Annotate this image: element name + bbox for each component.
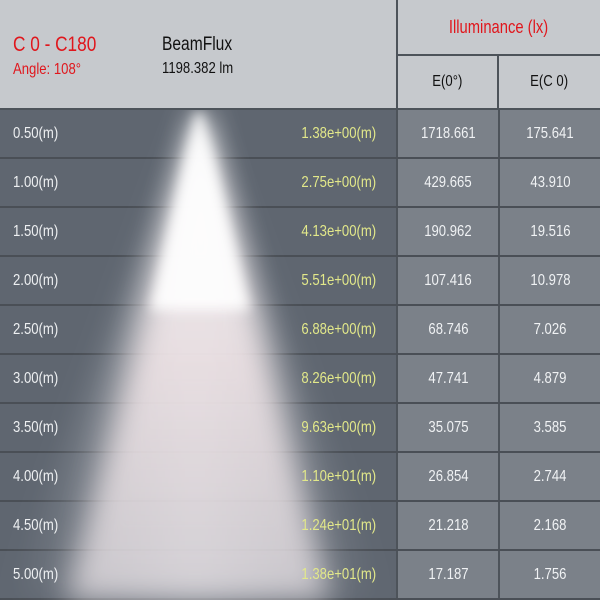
distance-label: 5.00(m) bbox=[13, 565, 59, 583]
distance-label: 3.00(m) bbox=[13, 369, 59, 387]
illuminance-e0-cell: 21.218 bbox=[396, 502, 498, 549]
illuminance-ec0-cell: 1.756 bbox=[498, 551, 600, 598]
row-text: 2.50(m) 6.88e+00(m) bbox=[0, 306, 396, 355]
beam-angle-label: Angle: 108° bbox=[13, 61, 81, 78]
table-row: 17.187 1.756 bbox=[0, 551, 600, 600]
row-text: 0.50(m) 1.38e+00(m) bbox=[0, 110, 396, 159]
c-plane-label: C 0 - C180 bbox=[13, 33, 97, 56]
illuminance-ec0-cell: 4.879 bbox=[498, 355, 600, 402]
illuminance-e0-cell: 35.075 bbox=[396, 404, 498, 451]
beam-core bbox=[66, 110, 330, 600]
row-text: 3.50(m) 9.63e+00(m) bbox=[0, 404, 396, 453]
row-text: 3.00(m) 8.26e+00(m) bbox=[0, 355, 396, 404]
beam-diameter-label: 9.63e+00(m) bbox=[301, 418, 376, 436]
illuminance-header: Illuminance (lx) E(0°) E(C 0) bbox=[396, 0, 600, 110]
row-text: 5.00(m) 1.38e+01(m) bbox=[0, 551, 396, 600]
beam-diameter-label: 5.51e+00(m) bbox=[301, 271, 376, 289]
table-row: 429.665 43.910 bbox=[0, 159, 600, 208]
beam-diameter-label: 8.26e+00(m) bbox=[301, 369, 376, 387]
beam-diameter-label: 6.88e+00(m) bbox=[301, 320, 376, 338]
illuminance-ec0-cell: 10.978 bbox=[498, 257, 600, 304]
distance-label: 0.50(m) bbox=[13, 124, 59, 142]
illuminance-e0-cell: 17.187 bbox=[396, 551, 498, 598]
illuminance-title: Illuminance (lx) bbox=[398, 0, 600, 56]
illuminance-e0-cell: 429.665 bbox=[396, 159, 498, 206]
distance-label: 2.50(m) bbox=[13, 320, 59, 338]
beam-flux-value: 1198.382 lm bbox=[162, 60, 234, 77]
distance-label: 2.00(m) bbox=[13, 271, 59, 289]
beam-center bbox=[150, 112, 250, 310]
beam-diameter-label: 1.10e+01(m) bbox=[301, 467, 376, 485]
illuminance-ec0-cell: 2.168 bbox=[498, 502, 600, 549]
light-beam-cone bbox=[10, 110, 380, 600]
row-text: 1.50(m) 4.13e+00(m) bbox=[0, 208, 396, 257]
illuminance-e0-cell: 47.741 bbox=[396, 355, 498, 402]
beam-diameter-label: 1.38e+01(m) bbox=[301, 565, 376, 583]
illuminance-e0-cell: 26.854 bbox=[396, 453, 498, 500]
row-text: 4.50(m) 1.24e+01(m) bbox=[0, 502, 396, 551]
illuminance-e0-cell: 68.746 bbox=[396, 306, 498, 353]
distance-label: 4.00(m) bbox=[13, 467, 59, 485]
table-row: 35.075 3.585 bbox=[0, 404, 600, 453]
illuminance-e0-cell: 1718.661 bbox=[396, 110, 498, 157]
illuminance-ec0-cell: 43.910 bbox=[498, 159, 600, 206]
distance-label: 3.50(m) bbox=[13, 418, 59, 436]
distance-label: 1.50(m) bbox=[13, 222, 59, 240]
beam-flux-label: BeamFlux bbox=[162, 34, 233, 55]
row-text: 1.00(m) 2.75e+00(m) bbox=[0, 159, 396, 208]
illuminance-ec0-cell: 19.516 bbox=[498, 208, 600, 255]
illuminance-ec0-cell: 175.641 bbox=[498, 110, 600, 157]
illuminance-e0-cell: 190.962 bbox=[396, 208, 498, 255]
row-text: 2.00(m) 5.51e+00(m) bbox=[0, 257, 396, 306]
beam-diameter-label: 2.75e+00(m) bbox=[301, 173, 376, 191]
beam-diameter-label: 1.38e+00(m) bbox=[301, 124, 376, 142]
illuminance-ec0-cell: 3.585 bbox=[498, 404, 600, 451]
table-row: 68.746 7.026 bbox=[0, 306, 600, 355]
header-info-panel: C 0 - C180 Angle: 108° BeamFlux 1198.382… bbox=[0, 0, 396, 110]
beam-diameter-label: 1.24e+01(m) bbox=[301, 516, 376, 534]
illuminance-ec0-cell: 7.026 bbox=[498, 306, 600, 353]
illuminance-e0-cell: 107.416 bbox=[396, 257, 498, 304]
distance-label: 1.00(m) bbox=[13, 173, 59, 191]
column-header-ec0: E(C 0) bbox=[530, 73, 569, 90]
distance-label: 4.50(m) bbox=[13, 516, 59, 534]
table-row: 107.416 10.978 bbox=[0, 257, 600, 306]
beam-diameter-label: 4.13e+00(m) bbox=[301, 222, 376, 240]
table-row: 1718.661 175.641 bbox=[0, 110, 600, 159]
illuminance-ec0-cell: 2.744 bbox=[498, 453, 600, 500]
row-text: 4.00(m) 1.10e+01(m) bbox=[0, 453, 396, 502]
column-header-e0: E(0°) bbox=[398, 56, 499, 108]
table-row: 190.962 19.516 bbox=[0, 208, 600, 257]
